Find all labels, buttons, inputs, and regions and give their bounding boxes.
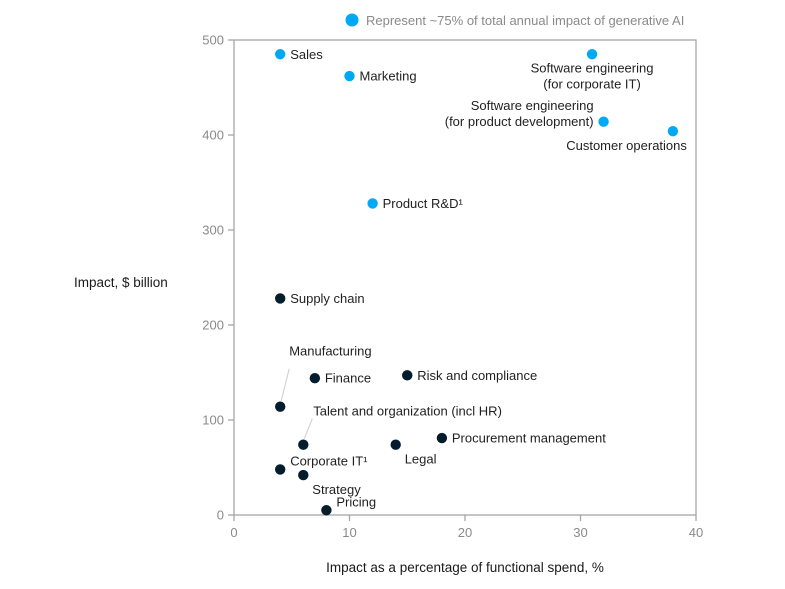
point-corporate-it	[275, 464, 286, 475]
y-tick-label: 300	[202, 223, 224, 238]
y-tick-label: 400	[202, 128, 224, 143]
label-sales: Sales	[290, 47, 323, 62]
x-axis-title: Impact as a percentage of functional spe…	[326, 560, 604, 575]
label-manufacturing: Manufacturing	[289, 344, 371, 359]
data-points	[275, 49, 679, 516]
point-finance	[309, 373, 321, 384]
label-supply-chain: Supply chain	[290, 291, 364, 306]
label-finance: Finance	[325, 371, 371, 386]
point-strategy	[298, 469, 309, 481]
x-tick-label: 0	[230, 525, 237, 540]
label-marketing: Marketing	[360, 69, 417, 84]
y-axis-title: Impact, $ billion	[74, 275, 168, 290]
point-product-r-d	[367, 198, 378, 209]
label-talent-and-organization-incl-hr: Talent and organization (incl HR)	[313, 404, 502, 419]
leader-lines	[280, 368, 313, 439]
y-tick-label: 500	[202, 33, 224, 48]
label-customer-operations: Customer operations	[566, 138, 687, 153]
point-risk-and-compliance	[402, 370, 413, 381]
point-customer-operations	[667, 126, 679, 137]
x-tick-label: 10	[342, 525, 356, 540]
y-tick-label: 100	[202, 413, 224, 428]
point-marketing	[344, 70, 355, 82]
label-risk-and-compliance: Risk and compliance	[417, 368, 537, 383]
leader-line-manufacturing	[280, 368, 290, 401]
point-talent-and-organization-incl-hr	[298, 439, 309, 450]
point-legal	[390, 439, 401, 450]
leader-line-talent-and-organization-incl-hr	[303, 418, 313, 439]
label-corporate-it: Corporate IT¹	[290, 453, 368, 468]
point-labels: Sales Marketing Software engineering (for c…	[289, 47, 687, 510]
legend-label: Represent ~75% of total annual impact of…	[366, 13, 684, 28]
label-product-r-d: Product R&D¹	[383, 196, 464, 211]
label-pricing: Pricing	[336, 494, 376, 509]
point-sales	[275, 49, 286, 60]
label-software-engineering-for-product-development: Software engineering (for product develop…	[445, 98, 594, 129]
label-procurement-management: Procurement management	[452, 431, 606, 446]
label-legal: Legal	[405, 452, 437, 467]
y-tick-label: 0	[217, 508, 224, 523]
y-tick-label: 200	[202, 318, 224, 333]
x-tick-label: 30	[573, 525, 587, 540]
legend-marker-highlight	[345, 13, 359, 27]
point-procurement-management	[436, 432, 448, 444]
label-software-engineering-for-corporate-it: Software engineering (for corporate IT)	[531, 60, 654, 91]
label-strategy: Strategy	[312, 482, 361, 497]
x-tick-label: 40	[689, 525, 703, 540]
point-manufacturing	[275, 401, 286, 412]
point-pricing	[321, 505, 332, 516]
point-software-engineering-for-corporate-it	[586, 49, 598, 60]
point-supply-chain	[275, 293, 286, 304]
x-tick-label: 20	[458, 525, 472, 540]
legend: Represent ~75% of total annual impact of…	[345, 13, 684, 28]
axes: 0 100 200 300 400 500 0 10 20 30 40	[202, 33, 703, 541]
point-software-engineering-for-product-development	[598, 116, 609, 127]
